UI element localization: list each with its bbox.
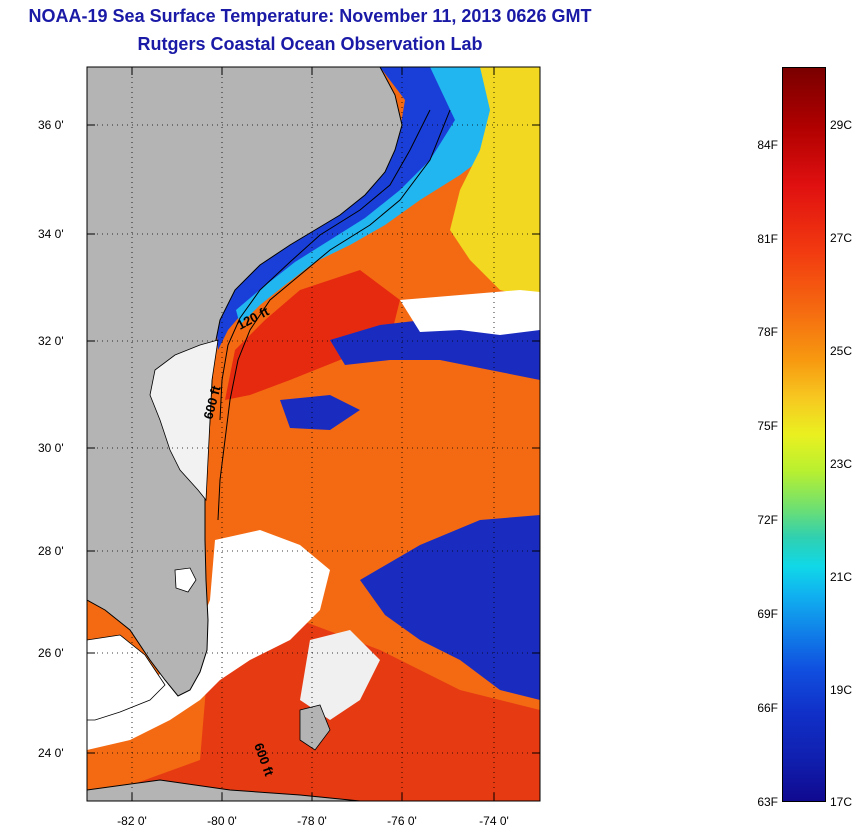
lat-label-32: 32 0' xyxy=(38,334,64,348)
lake-okeechobee xyxy=(174,567,197,593)
colorbar-c-19: 19C xyxy=(830,683,853,697)
map-subtitle: Rutgers Coastal Ocean Observation Lab xyxy=(137,34,483,54)
colorbar-f-69: 69F xyxy=(757,607,778,621)
white-land-overlay xyxy=(149,339,219,502)
everglades-white xyxy=(87,634,166,721)
isobath-120ft xyxy=(219,109,431,421)
lat-label-24: 24 0' xyxy=(38,746,64,760)
lat-label-28: 28 0' xyxy=(38,544,64,558)
lon-label-78: -78 0' xyxy=(297,814,327,828)
lat-label-30: 30 0' xyxy=(38,441,64,455)
colorbar-c-27: 27C xyxy=(830,231,853,245)
lon-label-76: -76 0' xyxy=(387,814,417,828)
cloud-patch-bahamas xyxy=(300,630,380,720)
cold-patch-east xyxy=(360,515,540,700)
map-title: NOAA-19 Sea Surface Temperature: Novembe… xyxy=(28,6,592,26)
cuba-landmass xyxy=(87,779,361,801)
colorbar-c-21: 21C xyxy=(830,570,853,584)
isobath-600ft xyxy=(217,109,451,521)
lon-label-82: -82 0' xyxy=(117,814,147,828)
temperature-colorbar xyxy=(782,67,826,802)
colorbar-c-29: 29C xyxy=(830,118,853,132)
map-frame xyxy=(86,66,541,802)
cloud-patch-north xyxy=(400,290,540,335)
lon-label-80: -80 0' xyxy=(207,814,237,828)
colorbar-c-17: 17C xyxy=(830,795,853,809)
grid-lines xyxy=(87,67,540,801)
colorbar-f-72: 72F xyxy=(757,513,778,527)
lat-label-34: 34 0' xyxy=(38,227,64,241)
lon-tick-marks xyxy=(131,67,495,801)
colorbar-c-23: 23C xyxy=(830,457,853,471)
lat-label-36: 36 0' xyxy=(38,118,64,132)
cool-gradient-water xyxy=(236,67,540,325)
warm-core-water xyxy=(225,270,400,400)
bahamas-island xyxy=(299,704,331,751)
colorbar-f-66: 66F xyxy=(757,701,778,715)
lat-label-26: 26 0' xyxy=(38,646,64,660)
lon-label-74: -74 0' xyxy=(479,814,509,828)
colorbar-f-84: 84F xyxy=(757,138,778,152)
colorbar-c-25: 25C xyxy=(830,344,853,358)
colorbar-f-63: 63F xyxy=(757,795,778,809)
colorbar-f-75: 75F xyxy=(757,419,778,433)
cold-patch-mid xyxy=(280,395,360,430)
lat-tick-marks xyxy=(87,124,540,754)
colorbar-f-78: 78F xyxy=(757,325,778,339)
colorbar-f-81: 81F xyxy=(757,232,778,246)
